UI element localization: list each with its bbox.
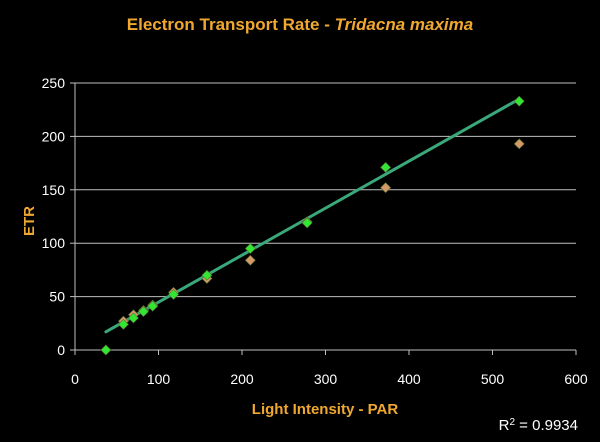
data-point-s1-3 (138, 306, 149, 317)
plot-area (75, 83, 576, 350)
data-point-s1-6 (201, 269, 213, 281)
x-tick-label-500: 500 (481, 371, 505, 387)
r-squared-exponent: 2 (509, 417, 515, 428)
x-tick-label-0: 0 (71, 371, 79, 387)
x-tick-label-600: 600 (564, 371, 588, 387)
y-tick-labels: 0 50 100 150 200 250 (42, 75, 66, 358)
y-tick-label-0: 0 (57, 342, 65, 358)
r-squared-symbol: R (499, 417, 510, 434)
data-point-s1-9 (380, 161, 392, 173)
data-point-s0-10 (513, 138, 525, 150)
gridlines (75, 82, 576, 298)
data-point-s1-5 (168, 289, 179, 300)
y-tick-label-50: 50 (49, 289, 65, 305)
data-point-s0-9 (380, 182, 392, 194)
r-squared-value: = 0.9934 (515, 417, 578, 434)
data-point-s1-1 (118, 318, 129, 330)
chart-title: Electron Transport Rate - Tridacna maxim… (127, 15, 473, 34)
y-axis-title: ETR (21, 206, 38, 236)
x-tick-label-100: 100 (147, 371, 171, 387)
plot-background (75, 83, 576, 350)
y-tick-label-250: 250 (42, 75, 66, 91)
data-point-s1-8 (301, 217, 313, 229)
data-point-s1-4 (147, 300, 159, 312)
data-point-s1-7 (244, 243, 256, 254)
x-tick-label-200: 200 (230, 371, 254, 387)
y-tick-label-100: 100 (42, 235, 66, 251)
axes (70, 82, 577, 355)
y-tick-label-200: 200 (42, 128, 66, 144)
points-layer (100, 95, 525, 356)
chart-title-main: Electron Transport Rate - (127, 15, 335, 34)
x-tick-labels: 0 100 200 300 400 500 600 (71, 371, 588, 387)
x-axis-title: Light Intensity - PAR (252, 401, 399, 418)
data-point-s1-10 (513, 95, 525, 107)
data-point-s1-2 (128, 312, 139, 324)
data-point-s0-7 (244, 254, 256, 266)
y-tick-label-150: 150 (42, 182, 66, 198)
chart-title-species: Tridacna maxima (335, 15, 474, 34)
x-tick-label-400: 400 (397, 371, 421, 387)
r-squared-label: R2 = 0.9934 (499, 417, 578, 435)
x-tick-label-300: 300 (314, 371, 338, 387)
data-point-s1-0 (100, 344, 112, 356)
